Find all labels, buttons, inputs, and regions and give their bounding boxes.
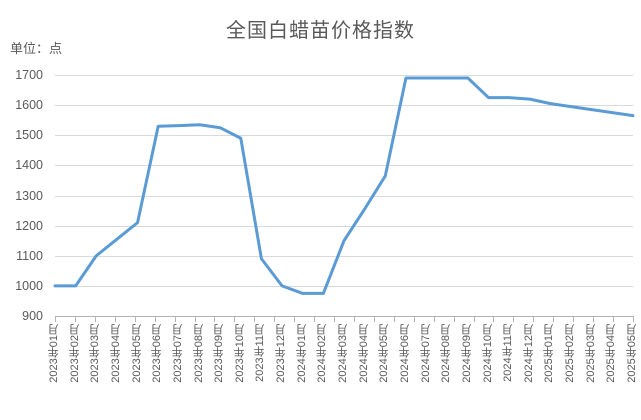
x-axis-tick-label: 2024年03月 (337, 324, 349, 383)
x-axis-tick (513, 316, 515, 322)
x-axis-tick-label: 2024年01月 (295, 324, 308, 383)
x-axis-tick-label: 2024年08月 (440, 324, 453, 383)
chart-title: 全国白蜡苗价格指数 (226, 20, 415, 42)
x-axis-tick-label: 2023年12月 (275, 324, 288, 383)
x-axis-tick-label: 2023年01月 (48, 324, 60, 383)
y-axis-tick-label: 1000 (15, 278, 43, 293)
x-axis-tick-label: 2023年02月 (68, 324, 81, 383)
x-axis-tick (194, 316, 196, 322)
x-axis-tick (573, 316, 575, 322)
x-axis-tick-label: 2024年02月 (316, 324, 329, 383)
x-axis-tick (533, 316, 535, 322)
price-index-line (53, 76, 635, 295)
x-axis-tick-label: 2024年12月 (522, 324, 535, 383)
y-axis-tick-label: 1500 (15, 128, 43, 143)
x-axis-tick (55, 316, 56, 322)
x-axis-tick (214, 316, 216, 322)
x-axis-tick-label: 2025年05月 (626, 324, 638, 383)
x-axis-tick (154, 316, 156, 322)
x-axis-tick-label: 2024年11月 (502, 324, 515, 382)
x-axis-tick (453, 316, 455, 322)
x-axis-tick (353, 316, 355, 322)
y-axis-tick-labels: 1700 1600 1500 1400 1300 1200 1100 1000 900 (0, 68, 50, 323)
x-axis-tick (493, 316, 495, 322)
x-axis-tick (433, 316, 435, 322)
x-axis-tick (593, 316, 595, 322)
gridline (55, 105, 633, 107)
x-axis-tick-labels: 2023年01月 2023年02月 2023年03月 2023年04月 2023年05月… (48, 324, 638, 418)
x-axis-tick (393, 316, 395, 322)
x-axis-tick-label: 2023年05月 (130, 324, 143, 383)
y-axis-unit-label: 单位：点 (10, 41, 63, 56)
x-axis-tick (633, 316, 634, 322)
y-axis-tick-label: 1300 (15, 188, 43, 203)
x-axis-tick (234, 316, 236, 322)
y-axis-tick-label: 900 (22, 309, 43, 323)
x-axis-tick-label: 2024年09月 (460, 324, 473, 383)
x-axis-tick-label: 2023年09月 (213, 324, 226, 383)
y-axis-tick-label: 1200 (15, 218, 43, 233)
x-axis-tick (254, 316, 256, 322)
x-axis-tick (334, 316, 336, 322)
gridline (55, 195, 633, 197)
x-axis-tick-label: 2025年02月 (564, 324, 577, 383)
y-axis-tick-label: 1100 (16, 248, 43, 263)
x-axis-tick (613, 316, 615, 322)
x-axis-tick (134, 316, 136, 322)
x-axis-tick (114, 316, 116, 322)
x-axis-tick (274, 316, 276, 322)
gridline (55, 255, 633, 257)
x-axis-tick-label: 2025年03月 (584, 324, 597, 383)
gridline (55, 135, 633, 137)
x-axis-tick-label: 2023年07月 (171, 324, 184, 383)
x-axis-tick (553, 316, 555, 322)
x-axis-tick (373, 316, 375, 322)
x-axis-tick-label: 2023年11月 (254, 324, 267, 382)
x-axis-tick-label: 2025年04月 (605, 324, 618, 383)
x-axis-tick-label: 2023年06月 (151, 324, 164, 383)
x-axis-tick-label: 2023年04月 (109, 324, 122, 383)
series-line-chart (53, 76, 635, 295)
x-axis-tick (74, 316, 76, 322)
x-axis-tick (413, 316, 415, 322)
x-axis-tick-label: 2023年08月 (192, 324, 205, 383)
x-axis-tick-label: 2025年01月 (543, 324, 556, 383)
x-axis-tick (294, 316, 296, 322)
x-axis-tick-label: 2024年05月 (378, 324, 391, 383)
plot-area (53, 75, 635, 317)
x-axis-tick (174, 316, 176, 322)
x-axis-tick (314, 316, 316, 322)
x-axis-tick (94, 316, 96, 322)
gridline (55, 225, 633, 227)
y-axis-tick-label: 1700 (15, 68, 43, 82)
y-axis-tick-label: 1400 (15, 158, 43, 173)
gridline (55, 165, 633, 167)
x-axis-tick (473, 316, 475, 322)
gridline (55, 75, 633, 76)
x-axis-tick-label: 2024年04月 (357, 324, 370, 383)
x-axis-tick-label: 2024年07月 (419, 324, 432, 383)
x-axis-tick-label: 2024年10月 (481, 324, 494, 383)
x-axis-tick-label: 2023年03月 (89, 324, 102, 383)
y-axis-tick-label: 1600 (15, 98, 43, 113)
x-axis-tick-label: 2024年06月 (398, 324, 411, 383)
x-axis-line (55, 316, 633, 317)
x-axis-tick-label: 2023年10月 (233, 324, 246, 383)
gridline (55, 285, 633, 287)
